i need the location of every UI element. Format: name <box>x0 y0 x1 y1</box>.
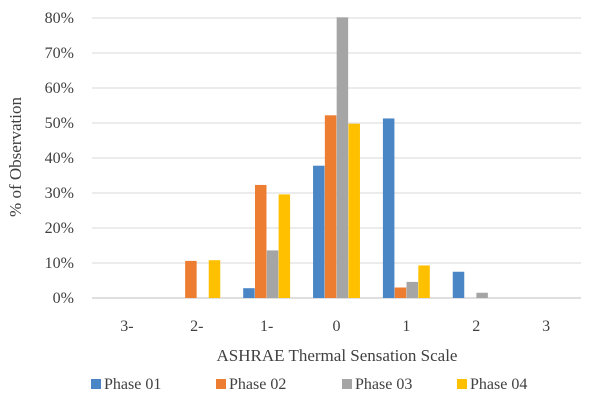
y-tick-label: 50% <box>45 115 74 132</box>
x-tick-label: 1- <box>260 318 273 335</box>
y-tick-label: 40% <box>45 150 74 167</box>
y-axis-ticks: 0% 10% 20% 30% 40% 50% 60% 70% 80% <box>45 10 74 307</box>
x-tick-label: 0 <box>333 318 341 335</box>
bar-phase-01-3 <box>313 165 325 298</box>
y-tick-label: 70% <box>45 45 74 62</box>
legend: Phase 01 Phase 02 Phase 03 Phase 04 <box>91 376 527 393</box>
bar-phase-04-1 <box>208 260 221 298</box>
x-axis-title: ASHRAE Thermal Sensation Scale <box>217 346 458 365</box>
x-tick-label: 1 <box>402 318 410 335</box>
legend-label: Phase 04 <box>470 376 527 393</box>
bar-phase-01-2 <box>243 288 255 298</box>
y-tick-label: 0% <box>53 290 74 307</box>
bar-phase-03-3 <box>336 17 349 299</box>
y-tick-label: 30% <box>45 185 74 202</box>
bar-phase-02-2 <box>254 184 267 298</box>
bar-phase-03-5 <box>476 292 488 298</box>
legend-swatch <box>342 379 352 389</box>
bars <box>185 17 488 299</box>
y-tick-label: 60% <box>45 80 74 97</box>
bar-phase-02-3 <box>324 115 337 298</box>
legend-swatch <box>216 379 226 389</box>
legend-label: Phase 03 <box>355 376 412 393</box>
legend-swatch <box>457 379 467 389</box>
bar-phase-02-1 <box>185 260 197 298</box>
y-axis-title: % of Observation <box>6 97 25 217</box>
x-tick-label: 3 <box>542 318 550 335</box>
y-tick-label: 10% <box>45 255 74 272</box>
legend-swatch <box>91 379 101 389</box>
bar-phase-02-4 <box>394 287 407 298</box>
gridlines <box>92 17 581 299</box>
bar-phase-04-3 <box>348 123 360 298</box>
x-tick-label: 2 <box>472 318 480 335</box>
bar-phase-03-4 <box>406 281 419 298</box>
legend-label: Phase 01 <box>104 376 161 393</box>
x-axis-ticks: 3- 2- 1- 0 1 2 3 <box>120 318 550 335</box>
bar-phase-01-4 <box>382 118 395 298</box>
x-tick-label: 2- <box>190 318 203 335</box>
y-tick-label: 20% <box>45 220 74 237</box>
legend-label: Phase 02 <box>229 376 286 393</box>
y-tick-label: 80% <box>45 10 74 27</box>
x-tick-label: 3- <box>120 318 133 335</box>
bar-phase-04-2 <box>278 194 291 298</box>
bar-phase-03-2 <box>266 250 279 298</box>
bar-phase-04-4 <box>418 265 430 298</box>
bar-phase-01-5 <box>452 271 465 298</box>
